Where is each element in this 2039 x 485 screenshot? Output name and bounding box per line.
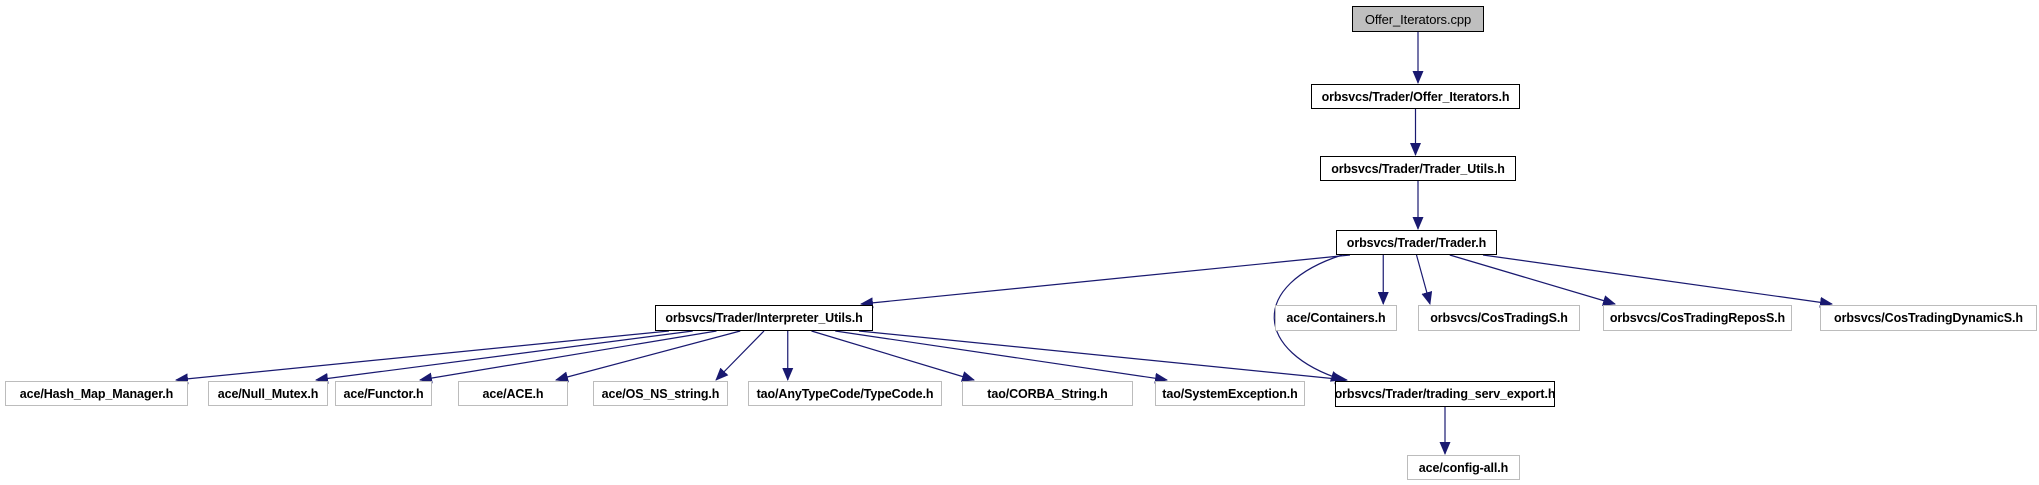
node-ace-h: ace/ACE.h	[458, 381, 568, 406]
edge-interpreter-utils-h-to-null-mutex-h	[315, 330, 693, 384]
node-systemexception-h: tao/SystemException.h	[1155, 381, 1305, 406]
node-os-ns-string-h: ace/OS_NS_string.h	[593, 381, 728, 406]
node-costradingdynamics-h: orbsvcs/CosTradingDynamicS.h	[1820, 305, 2037, 331]
edge-interpreter-utils-h-to-trading-serv-export-h	[858, 330, 1348, 385]
edge-interpreter-utils-h-to-os-ns-string-h	[715, 330, 765, 381]
edge-interpreter-utils-h-to-corba-string-h	[811, 330, 975, 382]
edge-interpreter-utils-h-to-ace-h	[555, 330, 741, 383]
node-costradings-h: orbsvcs/CosTradingS.h	[1418, 305, 1580, 331]
edge-interpreter-utils-h-to-functor-h	[419, 330, 717, 384]
node-typecode-h: tao/AnyTypeCode/TypeCode.h	[748, 381, 942, 406]
node-config-all-h: ace/config-all.h	[1407, 455, 1520, 480]
node-functor-h: ace/Functor.h	[335, 381, 432, 406]
edge-trader-h-to-interpreter-utils-h	[860, 254, 1351, 309]
node-offer-iterators-cpp: Offer_Iterators.cpp	[1352, 6, 1484, 32]
node-trader-utils-h[interactable]: orbsvcs/Trader/Trader_Utils.h	[1320, 156, 1516, 181]
edge-trader-h-to-costradingdynamics-h	[1482, 254, 1833, 308]
node-corba-string-h: tao/CORBA_String.h	[962, 381, 1133, 406]
edge-trader-h-to-costradings-h	[1415, 254, 1433, 305]
node-offer-iterators-h[interactable]: orbsvcs/Trader/Offer_Iterators.h	[1311, 84, 1520, 109]
edge-interpreter-utils-h-to-systemexception-h	[835, 330, 1168, 384]
node-null-mutex-h: ace/Null_Mutex.h	[208, 381, 328, 406]
edge-trader-h-to-costradingreposs-h	[1449, 254, 1616, 306]
node-hash-map-manager-h: ace/Hash_Map_Manager.h	[5, 381, 188, 406]
edge-trader-h-to-trading-serv-export-h	[1273, 254, 1344, 382]
edge-interpreter-utils-h-to-hash-map-manager-h	[175, 330, 670, 385]
node-trader-h[interactable]: orbsvcs/Trader/Trader.h	[1336, 230, 1497, 255]
node-trading-serv-export-h[interactable]: orbsvcs/Trader/trading_serv_export.h	[1335, 381, 1556, 407]
node-interpreter-utils-h[interactable]: orbsvcs/Trader/Interpreter_Utils.h	[655, 305, 873, 331]
node-containers-h: ace/Containers.h	[1275, 305, 1397, 331]
node-costradingreposs-h: orbsvcs/CosTradingReposS.h	[1603, 305, 1792, 331]
